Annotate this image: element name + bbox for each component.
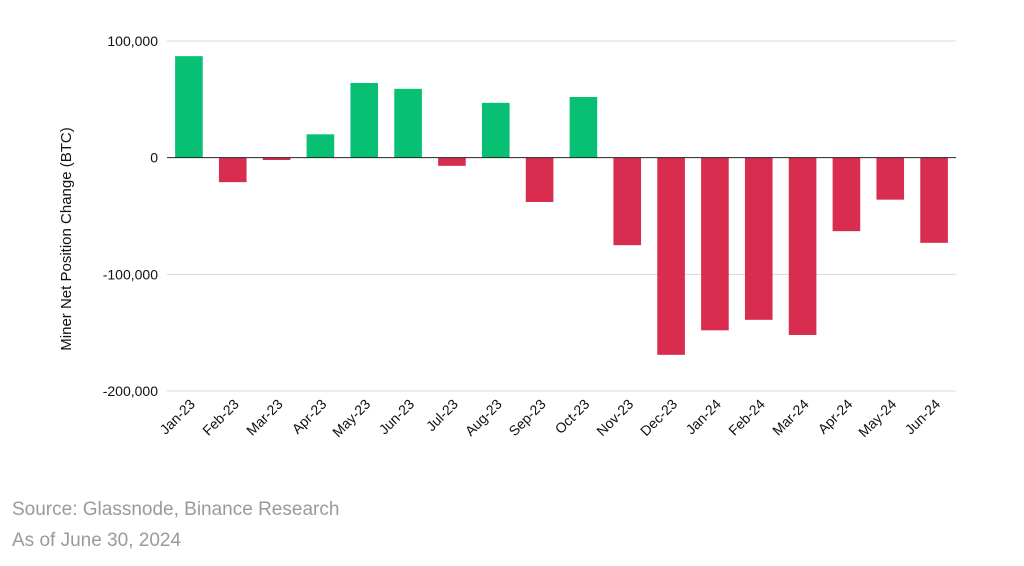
x-tick-label: Apr-24 — [815, 396, 856, 437]
bar-nov-23 — [613, 157, 642, 246]
bar-apr-23 — [306, 134, 335, 158]
x-tick-label: Oct-23 — [552, 396, 593, 437]
x-tick-label: May-24 — [855, 396, 899, 440]
x-tick-label: Jan-23 — [156, 396, 198, 438]
bar-jul-23 — [438, 157, 466, 166]
bar-jun-24 — [920, 157, 948, 243]
gridlines — [167, 40, 956, 392]
x-tick-label: Jun-24 — [902, 396, 944, 438]
x-axis-ticks: Jan-23 Feb-23 Mar-23 Apr-23 May-23 Jun-23 Jul-… — [156, 396, 943, 440]
y-tick-label: -200,000 — [103, 383, 158, 399]
x-tick-label: Mar-24 — [769, 396, 812, 439]
source-note: Source: Glassnode, Binance Research — [12, 499, 340, 520]
y-axis-ticks: 100,000 0 -100,000 -200,000 — [103, 33, 158, 399]
bar-oct-23 — [569, 97, 598, 158]
x-tick-label: Jul-23 — [423, 396, 461, 434]
x-tick-label: Jan-24 — [682, 396, 724, 438]
bar-sep-23 — [525, 157, 554, 202]
bar-may-24 — [876, 157, 905, 200]
x-tick-label: Nov-23 — [593, 396, 636, 439]
bars — [175, 56, 948, 355]
x-tick-label: Feb-24 — [725, 396, 768, 439]
x-tick-label: Aug-23 — [462, 396, 505, 439]
bar-aug-23 — [481, 102, 510, 158]
bar-mar-24 — [788, 157, 817, 335]
bar-dec-23 — [657, 157, 685, 355]
x-tick-label: Feb-23 — [199, 396, 242, 439]
bar-mar-23 — [262, 157, 291, 160]
x-tick-label: May-23 — [329, 396, 373, 440]
x-tick-label: Dec-23 — [637, 396, 680, 439]
x-tick-label: Sep-23 — [505, 396, 548, 439]
x-tick-label: Mar-23 — [243, 396, 286, 439]
bar-feb-24 — [744, 157, 773, 320]
bar-feb-23 — [218, 157, 247, 183]
y-tick-label: 0 — [150, 150, 158, 166]
y-axis-label: Miner Net Position Change (BTC) — [58, 127, 75, 350]
y-tick-label: -100,000 — [103, 266, 158, 282]
x-tick-label: Apr-23 — [289, 396, 330, 437]
bar-jan-23 — [175, 56, 203, 158]
as-of-note: As of June 30, 2024 — [12, 530, 182, 551]
bar-may-23 — [350, 83, 379, 158]
bar-jun-23 — [394, 88, 422, 158]
bar-apr-24 — [832, 157, 861, 232]
y-tick-label: 100,000 — [107, 33, 158, 49]
bar-jan-24 — [701, 157, 729, 331]
x-tick-label: Jun-23 — [376, 396, 418, 438]
